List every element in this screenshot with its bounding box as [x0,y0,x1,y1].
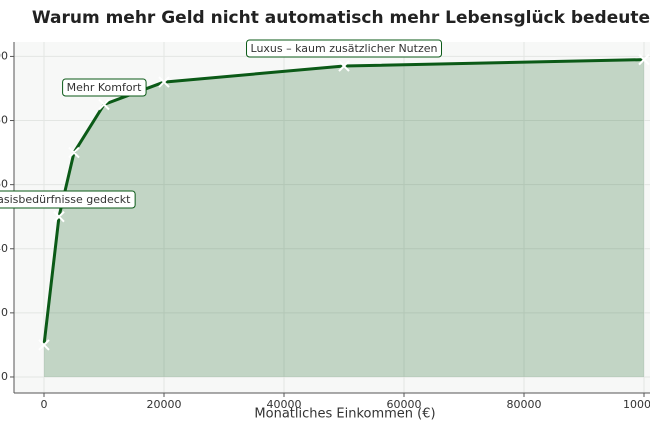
marker [158,76,170,88]
chart-title: Warum mehr Geld nicht automatisch mehr L… [32,8,650,28]
marker-cross [98,98,110,111]
annotation: Luxus – kaum zusätzlicher Nutzen [251,42,438,55]
annotation-box [62,78,147,97]
area [44,59,644,377]
marker-cross [38,339,50,351]
y-tick-label: 100 [0,49,8,62]
x-tick-label: 100000 [623,398,650,411]
plot-area [14,42,650,393]
annotation: Mehr Komfort [67,81,142,94]
annotation-box [246,39,443,58]
x-tick-label: 60000 [387,398,422,411]
y-tick-label: 80 [0,114,8,127]
annotation: Basisbedürfnisse gedeckt [0,193,131,206]
y-tick-label: 60 [0,178,8,191]
marker-cross [338,60,350,72]
x-tick-label: 20000 [147,398,182,411]
x-axis-label: Monatliches Einkommen (€) [254,407,435,422]
x-tick-label: 0 [41,398,48,411]
marker-cross [158,76,170,88]
y-tick-label: 20 [0,306,8,319]
marker [68,146,80,159]
y-tick-label: 0 [1,370,8,383]
marker [338,60,350,72]
marker-cross [638,53,650,66]
marker [53,210,65,223]
marker [38,339,50,351]
x-tick-label: 80000 [507,398,542,411]
marker-cross [68,146,80,159]
annotation-box [0,190,136,209]
y-tick-label: 40 [0,242,8,255]
x-tick-label: 40000 [267,398,302,411]
marker [98,98,110,111]
marker [638,53,650,66]
marker-cross [53,210,65,223]
